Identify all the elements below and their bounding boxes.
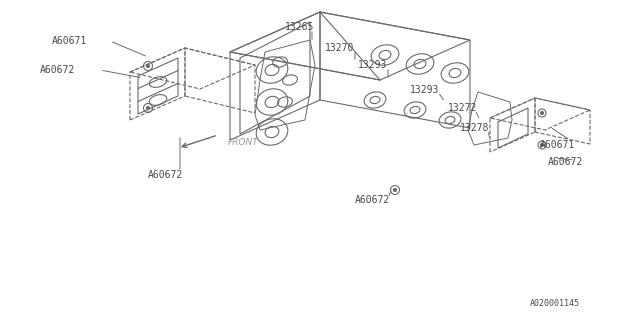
Circle shape xyxy=(147,65,150,68)
Circle shape xyxy=(541,111,543,115)
Text: 13270: 13270 xyxy=(325,43,355,53)
Circle shape xyxy=(541,143,543,147)
Text: A60671: A60671 xyxy=(540,140,575,150)
Text: 13265: 13265 xyxy=(285,22,314,32)
Text: A60672: A60672 xyxy=(548,157,583,167)
Text: A60672: A60672 xyxy=(148,170,183,180)
Circle shape xyxy=(147,107,150,109)
Text: 13293: 13293 xyxy=(358,60,387,70)
Text: A60671: A60671 xyxy=(52,36,87,46)
Circle shape xyxy=(394,188,397,191)
Text: 13278: 13278 xyxy=(460,123,490,133)
Text: FRONT: FRONT xyxy=(228,138,259,147)
Text: 13272: 13272 xyxy=(448,103,477,113)
Text: A60672: A60672 xyxy=(355,195,390,205)
Text: A60672: A60672 xyxy=(40,65,76,75)
Text: A020001145: A020001145 xyxy=(530,299,580,308)
Text: 13293: 13293 xyxy=(410,85,440,95)
